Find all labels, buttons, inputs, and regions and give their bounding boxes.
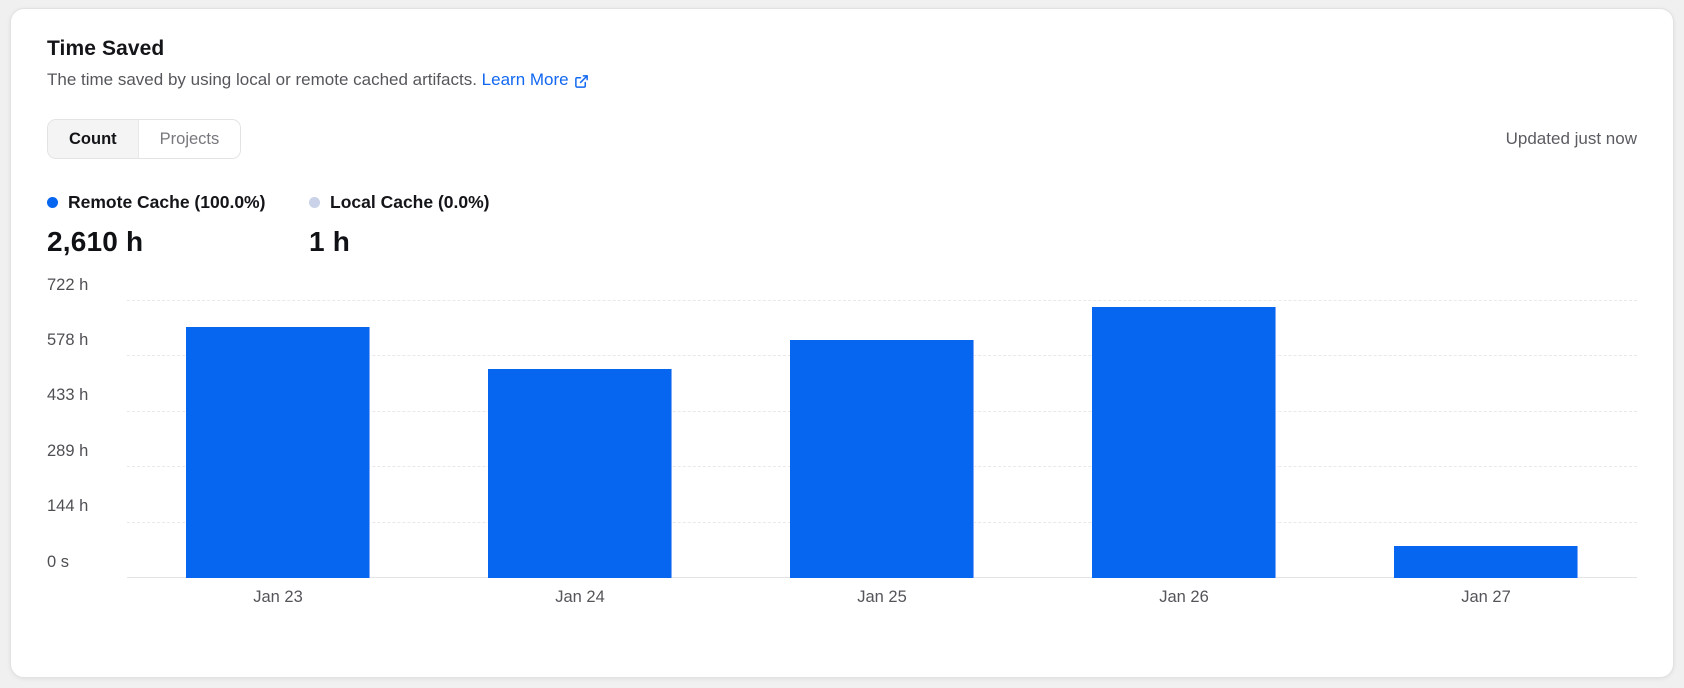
remote-cache-legend: Remote Cache (100.0%) [47, 192, 309, 213]
learn-more-label: Learn More [481, 70, 569, 89]
page-title: Time Saved [47, 37, 165, 60]
y-axis-tick-label: 578 h [47, 330, 89, 349]
y-axis-tick-label: 144 h [47, 497, 89, 516]
gridline [127, 300, 1637, 301]
chart-bar-jan-27[interactable] [1393, 546, 1579, 578]
y-axis-tick-label: 433 h [47, 386, 89, 405]
tab-count[interactable]: Count [48, 120, 139, 158]
chart-bar-jan-24[interactable] [487, 368, 673, 578]
tab-projects[interactable]: Projects [138, 120, 241, 158]
plot-area: 722 h 578 h 433 h 289 h 144 h 0 s [47, 276, 1637, 578]
remote-cache-dot-icon [47, 197, 58, 208]
time-saved-card: Time Saved The time saved by using local… [10, 8, 1674, 678]
controls-row: Count Projects Updated just now [47, 119, 1637, 159]
local-cache-value: 1 h [309, 226, 351, 257]
y-axis-tick-label: 289 h [47, 441, 89, 460]
description-text: The time saved by using local or remote … [47, 70, 477, 89]
y-axis-tick-label: 0 s [47, 552, 70, 571]
bar-slot [1033, 276, 1335, 578]
x-axis-tick-label: Jan 27 [1461, 588, 1511, 606]
x-axis-tick-label: Jan 26 [1159, 588, 1209, 606]
local-cache-label: Local Cache (0.0%) [330, 192, 490, 212]
x-axis-tick-label: Jan 24 [555, 588, 605, 606]
x-axis-labels: Jan 23 Jan 24 Jan 25 Jan 26 Jan 27 [127, 588, 1637, 607]
chart-bar-jan-23[interactable] [185, 326, 371, 578]
bar-slot [1335, 276, 1637, 578]
bar-slot [429, 276, 731, 578]
view-toggle: Count Projects [47, 119, 242, 159]
chart-bar-jan-25[interactable] [789, 340, 975, 578]
x-axis-tick-label: Jan 25 [857, 588, 907, 606]
bars-layer [127, 276, 1637, 578]
local-cache-dot-icon [309, 197, 320, 208]
legend-stats-row: Remote Cache (100.0%) 2,610 h Local Cach… [47, 192, 1637, 258]
remote-cache-label: Remote Cache (100.0%) [68, 192, 266, 212]
bar-slot [127, 276, 429, 578]
remote-cache-value: 2,610 h [47, 226, 144, 257]
remote-cache-stat: Remote Cache (100.0%) 2,610 h [47, 192, 309, 258]
chart-bar-jan-26[interactable] [1091, 306, 1277, 578]
updated-status: Updated just now [1505, 129, 1637, 148]
card-description: The time saved by using local or remote … [47, 70, 1637, 90]
bar-slot [731, 276, 1033, 578]
x-axis-tick-label: Jan 23 [253, 588, 303, 606]
local-cache-stat: Local Cache (0.0%) 1 h [309, 192, 571, 258]
local-cache-legend: Local Cache (0.0%) [309, 192, 571, 213]
y-axis-tick-label: 722 h [47, 275, 89, 294]
learn-more-link[interactable]: Learn More [482, 70, 589, 90]
external-link-icon [574, 74, 589, 89]
